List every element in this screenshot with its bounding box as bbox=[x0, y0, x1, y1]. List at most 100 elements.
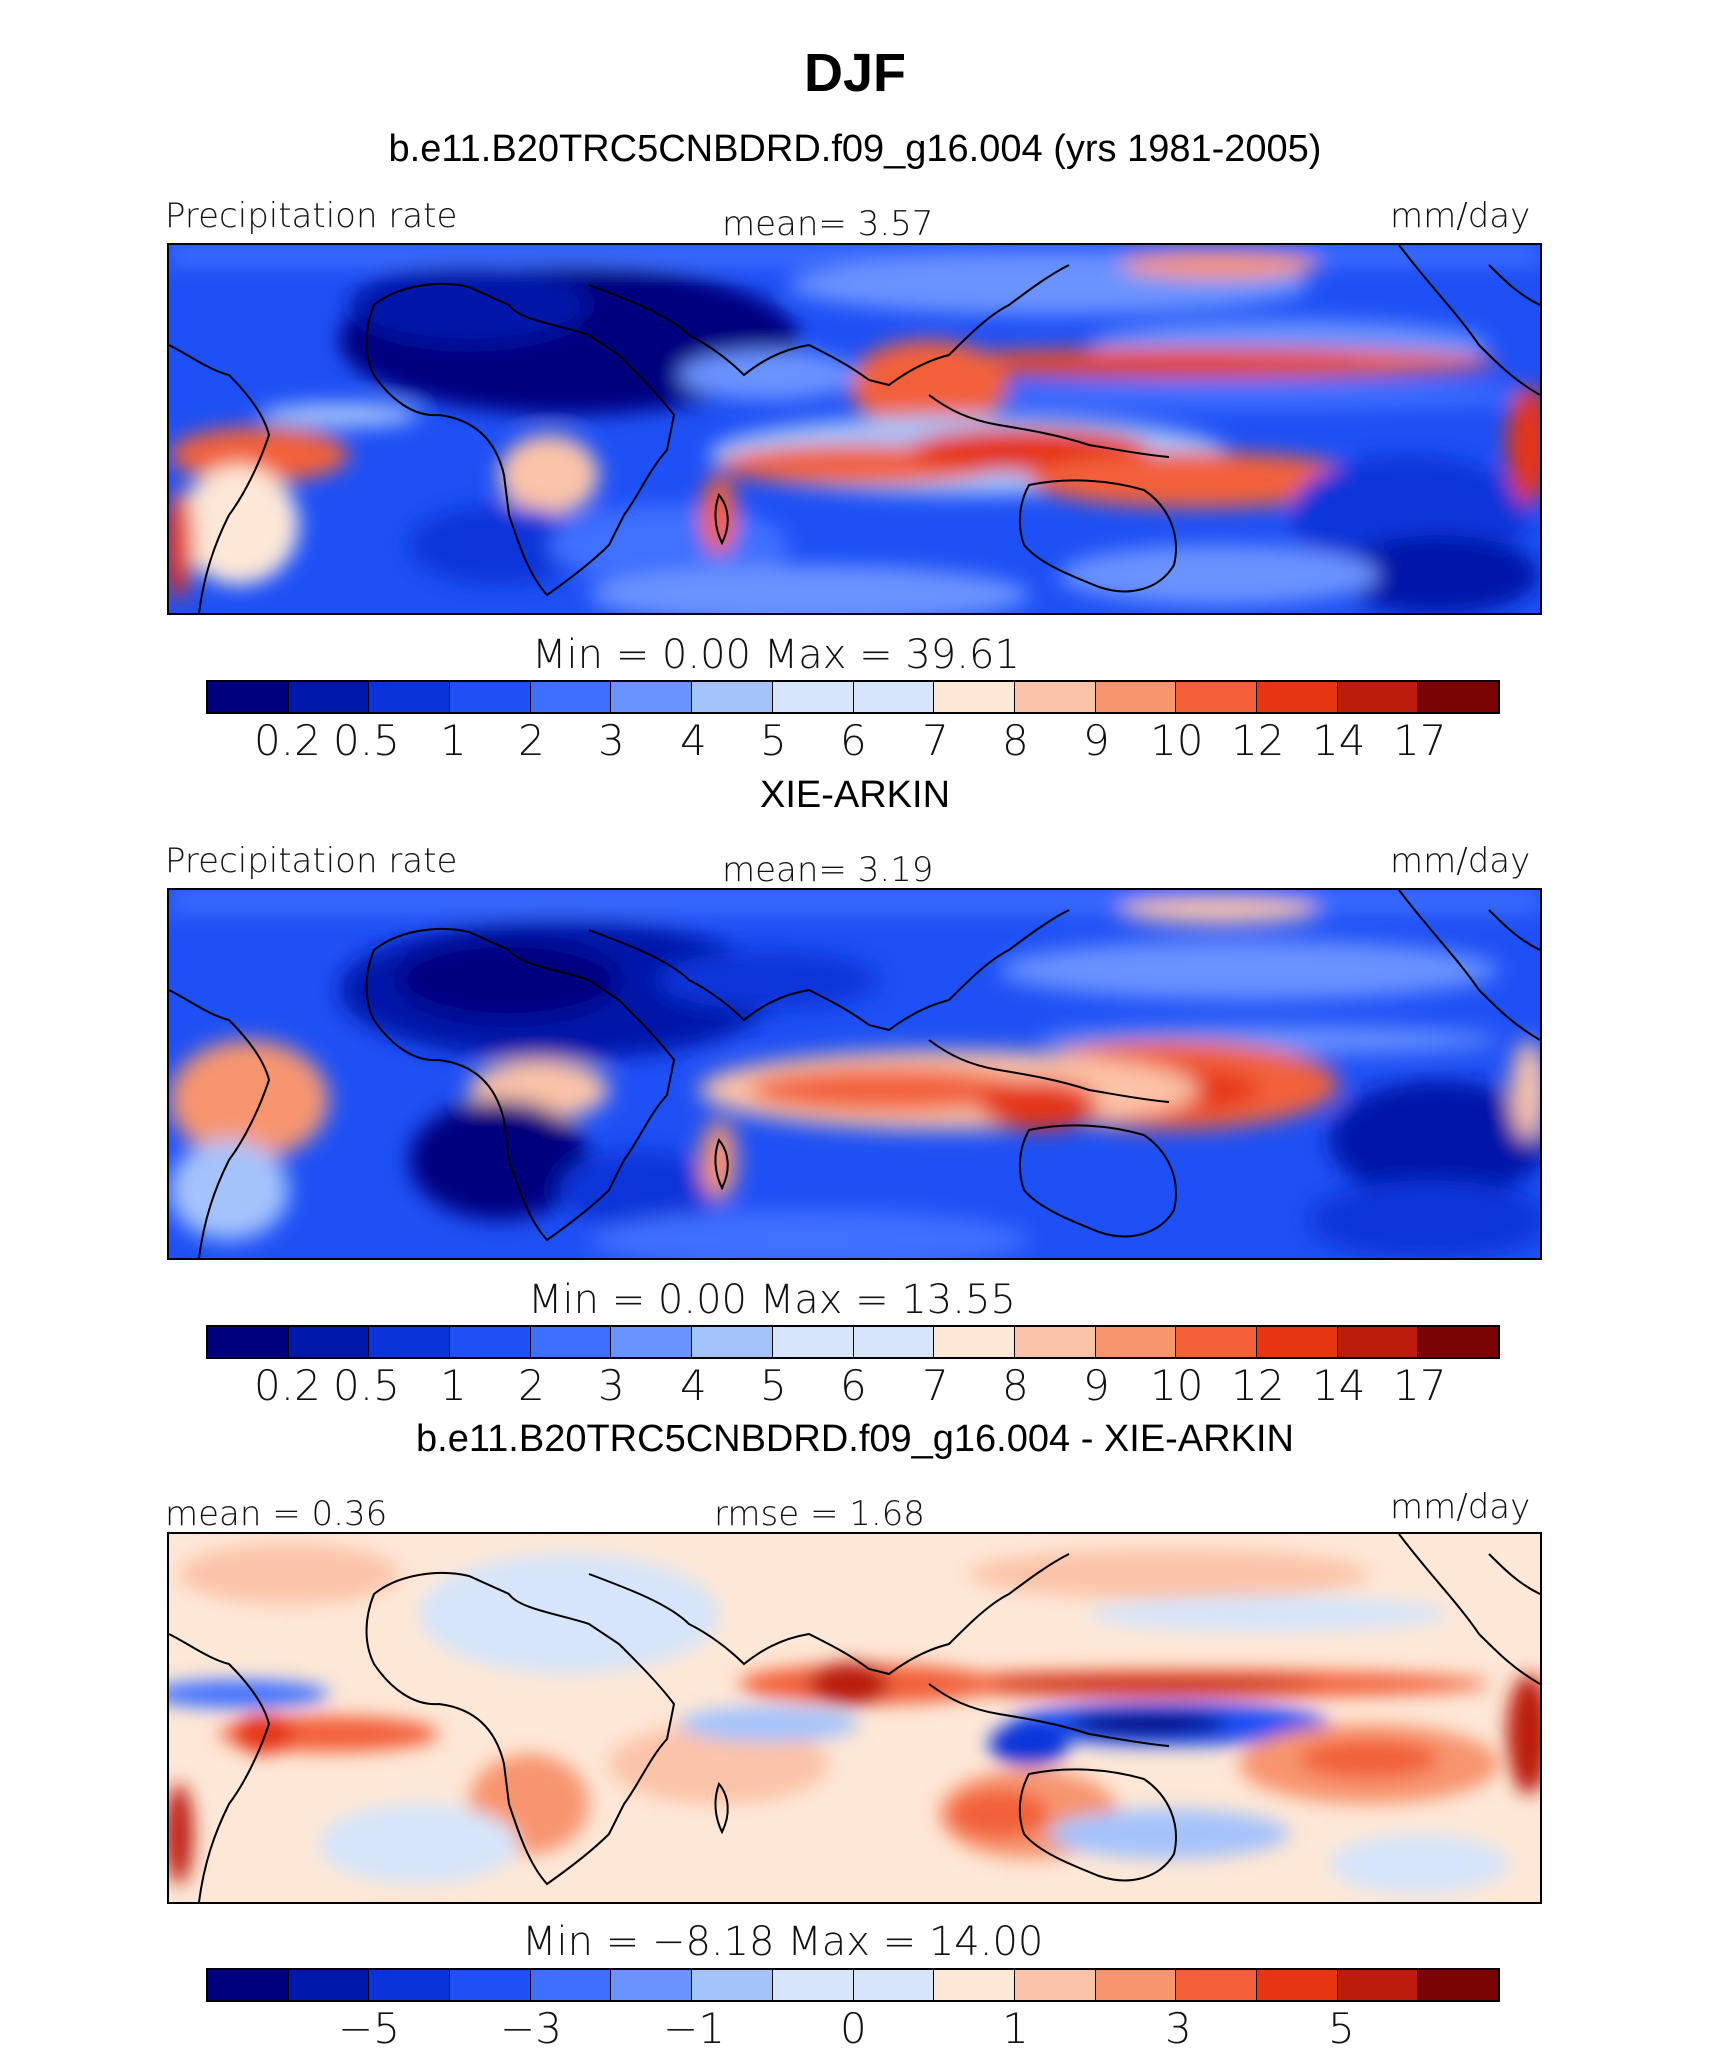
colorbar-swatch bbox=[369, 1327, 451, 1357]
panel-left-label: Precipitation rate bbox=[165, 196, 458, 236]
colorbar-swatch bbox=[1256, 682, 1338, 712]
colorbar-swatch bbox=[1337, 682, 1419, 712]
colorbar-swatch bbox=[530, 1970, 612, 2000]
colorbar-tick: 0 bbox=[840, 2004, 867, 2053]
colorbar-swatch bbox=[208, 1970, 289, 2000]
colorbar-swatch bbox=[369, 1970, 451, 2000]
colorbar-tick: 3 bbox=[598, 716, 625, 765]
colorbar-swatch bbox=[1095, 1327, 1177, 1357]
colorbar-swatch bbox=[1337, 1970, 1419, 2000]
colorbar-swatch bbox=[1014, 1327, 1096, 1357]
colorbar-tick: 10 bbox=[1150, 1361, 1204, 1410]
colorbar-tick: 5 bbox=[1328, 2004, 1355, 2053]
colorbar-tick: 6 bbox=[840, 716, 867, 765]
colorbar-swatch bbox=[208, 682, 289, 712]
colorbar-tick: 1 bbox=[440, 716, 467, 765]
colorbar-tick: 2 bbox=[518, 716, 545, 765]
panel-minmax: Min = 0.00 Max = 13.55 bbox=[528, 1277, 1016, 1323]
colorbar-swatch bbox=[611, 682, 693, 712]
colorbar-tick: 9 bbox=[1083, 716, 1110, 765]
colorbar-swatch bbox=[369, 682, 451, 712]
colorbar-swatch bbox=[1176, 682, 1257, 712]
colorbar-swatch bbox=[1095, 1970, 1177, 2000]
colorbar-swatch bbox=[853, 682, 935, 712]
colorbar-ticks-1: 0.2 0.5 1 2 3 4 5 6 7 8 9 10 12 14 17 bbox=[0, 716, 1710, 766]
colorbar-swatch bbox=[1337, 1327, 1419, 1357]
colorbar-swatch bbox=[772, 1970, 854, 2000]
colorbar-swatch bbox=[1095, 682, 1177, 712]
colorbar-swatch bbox=[1418, 1970, 1498, 2000]
colorbar-swatch bbox=[611, 1970, 693, 2000]
colorbar-tick: 2 bbox=[518, 1361, 545, 1410]
colorbar-swatch bbox=[208, 1327, 289, 1357]
colorbar-swatch bbox=[772, 682, 854, 712]
colorbar-swatch bbox=[1256, 1327, 1338, 1357]
colorbar-swatch bbox=[288, 1970, 370, 2000]
colorbar-swatch bbox=[934, 682, 1015, 712]
colorbar-swatch bbox=[1014, 682, 1096, 712]
colorbar-tick: 6 bbox=[840, 1361, 867, 1410]
colorbar-swatch bbox=[288, 1327, 370, 1357]
colorbar-3 bbox=[206, 1968, 1500, 2002]
panel-mean-label: mean= 3.19 bbox=[722, 850, 934, 890]
colorbar-swatch bbox=[288, 682, 370, 712]
colorbar-tick: −3 bbox=[500, 2004, 562, 2053]
colorbar-1 bbox=[206, 680, 1500, 714]
panel-title: XIE-ARKIN bbox=[759, 774, 951, 816]
colorbar-tick: 9 bbox=[1083, 1361, 1110, 1410]
colorbar-tick: 0.5 bbox=[333, 716, 400, 765]
colorbar-swatch bbox=[530, 1327, 612, 1357]
precip-difference-map bbox=[167, 1532, 1542, 1904]
precip-map-obs bbox=[167, 888, 1542, 1260]
colorbar-swatch bbox=[450, 1327, 531, 1357]
colorbar-tick: 4 bbox=[680, 1361, 707, 1410]
figure-title: DJF bbox=[803, 43, 906, 103]
panel-mean-label: mean= 3.57 bbox=[722, 204, 934, 244]
colorbar-tick: 0.2 bbox=[254, 716, 321, 765]
colorbar-tick: 10 bbox=[1150, 716, 1204, 765]
colorbar-swatch bbox=[1418, 1327, 1498, 1357]
panel-left-label: Precipitation rate bbox=[165, 841, 458, 881]
colorbar-swatch bbox=[934, 1970, 1015, 2000]
colorbar-swatch bbox=[611, 1327, 693, 1357]
colorbar-swatch bbox=[530, 682, 612, 712]
colorbar-tick: 5 bbox=[760, 1361, 787, 1410]
colorbar-tick: 0.2 bbox=[254, 1361, 321, 1410]
colorbar-swatch bbox=[1014, 1970, 1096, 2000]
colorbar-swatch bbox=[1418, 682, 1498, 712]
colorbar-tick: 7 bbox=[922, 1361, 949, 1410]
colorbar-swatch bbox=[450, 1970, 531, 2000]
colorbar-swatch bbox=[692, 1327, 773, 1357]
colorbar-tick: 17 bbox=[1393, 1361, 1447, 1410]
colorbar-tick: 12 bbox=[1231, 716, 1285, 765]
colorbar-tick: 3 bbox=[598, 1361, 625, 1410]
colorbar-swatch bbox=[934, 1327, 1015, 1357]
colorbar-swatch bbox=[1176, 1327, 1257, 1357]
colorbar-tick: −1 bbox=[663, 2004, 725, 2053]
colorbar-swatch bbox=[853, 1970, 935, 2000]
colorbar-swatch bbox=[853, 1327, 935, 1357]
panel-minmax: Min = −8.18 Max = 14.00 bbox=[522, 1919, 1044, 1965]
panel-units: mm/day bbox=[1390, 841, 1531, 881]
colorbar-tick: 12 bbox=[1231, 1361, 1285, 1410]
colorbar-swatch bbox=[772, 1327, 854, 1357]
colorbar-tick: −5 bbox=[338, 2004, 400, 2053]
colorbar-ticks-3: −5 −3 −1 0 1 3 5 bbox=[0, 2004, 1710, 2058]
colorbar-tick: 3 bbox=[1165, 2004, 1192, 2053]
colorbar-tick: 1 bbox=[440, 1361, 467, 1410]
colorbar-ticks-2: 0.2 0.5 1 2 3 4 5 6 7 8 9 10 12 14 17 bbox=[0, 1361, 1710, 1411]
colorbar-swatch bbox=[1256, 1970, 1338, 2000]
colorbar-tick: 7 bbox=[922, 716, 949, 765]
precip-map-model bbox=[167, 243, 1542, 615]
panel-minmax: Min = 0.00 Max = 39.61 bbox=[532, 632, 1020, 678]
colorbar-tick: 5 bbox=[760, 716, 787, 765]
colorbar-2 bbox=[206, 1325, 1500, 1359]
colorbar-tick: 1 bbox=[1002, 2004, 1029, 2053]
colorbar-tick: 8 bbox=[1002, 1361, 1029, 1410]
colorbar-tick: 4 bbox=[680, 716, 707, 765]
panel-title: b.e11.B20TRC5CNBDRD.f09_g16.004 - XIE-AR… bbox=[416, 1418, 1294, 1460]
colorbar-tick: 8 bbox=[1002, 716, 1029, 765]
colorbar-swatch bbox=[450, 682, 531, 712]
colorbar-tick: 0.5 bbox=[333, 1361, 400, 1410]
colorbar-tick: 14 bbox=[1312, 716, 1366, 765]
